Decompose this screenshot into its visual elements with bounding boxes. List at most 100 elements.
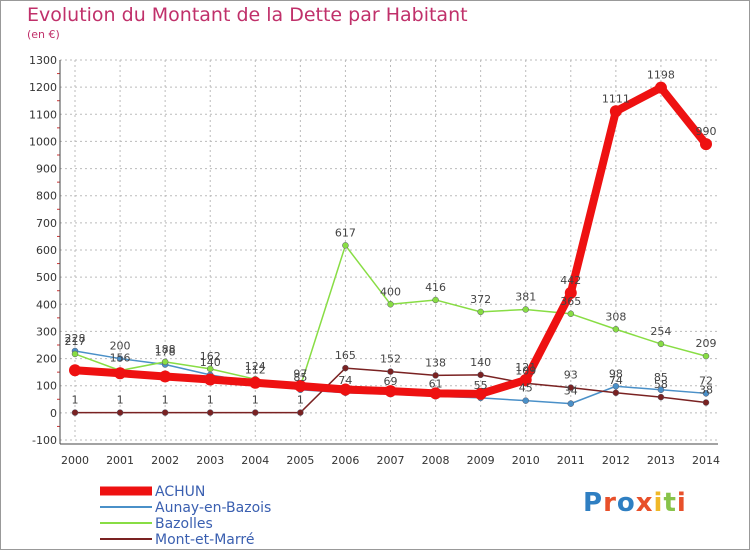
data-point bbox=[609, 105, 622, 118]
y-tick-label: -100 bbox=[32, 434, 57, 447]
data-label: 124 bbox=[245, 360, 266, 373]
data-label: 228 bbox=[65, 332, 86, 345]
data-point bbox=[612, 389, 620, 397]
data-point bbox=[161, 358, 169, 366]
logo-letter: x bbox=[635, 488, 654, 518]
chart-subtitle: (en €) bbox=[27, 28, 60, 41]
x-tick-label: 2012 bbox=[602, 454, 630, 467]
data-label: 1 bbox=[162, 394, 169, 407]
data-point bbox=[294, 379, 307, 392]
data-point bbox=[519, 374, 532, 387]
y-tick-label: 800 bbox=[36, 190, 57, 203]
y-tick-label: 200 bbox=[36, 353, 57, 366]
data-point bbox=[700, 138, 712, 151]
chart-title: Evolution du Montant de la Dette par Hab… bbox=[27, 4, 468, 26]
data-label: 1 bbox=[117, 394, 124, 407]
logo-letter: i bbox=[676, 488, 687, 518]
data-label: 617 bbox=[335, 226, 356, 239]
data-label: 72 bbox=[699, 374, 713, 387]
data-point bbox=[161, 409, 169, 416]
data-label: 400 bbox=[380, 285, 401, 298]
data-label: 121 bbox=[515, 361, 536, 374]
data-point bbox=[702, 390, 710, 397]
x-tick-label: 2013 bbox=[647, 454, 675, 467]
x-tick-label: 2014 bbox=[692, 454, 720, 467]
data-point bbox=[657, 393, 665, 401]
data-label: 209 bbox=[696, 337, 717, 350]
x-tick-label: 2008 bbox=[422, 454, 450, 467]
y-tick-label: 1200 bbox=[29, 81, 57, 94]
data-point bbox=[249, 376, 262, 389]
logo-letter: i bbox=[653, 488, 664, 518]
data-label: 365 bbox=[560, 295, 581, 308]
data-label: 34 bbox=[564, 385, 578, 398]
data-label: 1 bbox=[297, 394, 304, 407]
proxiti-logo: Proxiti bbox=[583, 488, 687, 518]
x-tick-label: 2007 bbox=[377, 454, 405, 467]
x-tick-label: 2006 bbox=[331, 454, 359, 467]
data-label: 55 bbox=[474, 379, 488, 392]
data-label: 200 bbox=[110, 340, 131, 353]
axes: -100 0 100 200 300 400 500 600 700 800 900 1000 1100… bbox=[29, 54, 720, 467]
data-point bbox=[702, 399, 710, 406]
data-point bbox=[564, 286, 577, 299]
legend-label: ACHUN bbox=[155, 484, 205, 500]
data-label: 45 bbox=[519, 382, 533, 395]
data-point bbox=[654, 81, 667, 94]
data-point bbox=[71, 350, 79, 358]
data-label: 990 bbox=[696, 125, 717, 138]
y-tick-label: 400 bbox=[36, 298, 57, 311]
data-label: 372 bbox=[470, 293, 491, 306]
x-tick-label: 2000 bbox=[61, 454, 89, 467]
y-tick-label: 1000 bbox=[29, 135, 57, 148]
data-label: 156 bbox=[110, 352, 131, 365]
data-label: 140 bbox=[470, 356, 491, 369]
data-label: 138 bbox=[425, 356, 446, 369]
data-point bbox=[432, 296, 439, 304]
data-point bbox=[71, 409, 79, 416]
data-point bbox=[206, 409, 214, 416]
data-label: 140 bbox=[200, 356, 221, 369]
data-point bbox=[567, 400, 575, 407]
data-label: 165 bbox=[335, 349, 356, 362]
data-label: 178 bbox=[155, 346, 176, 359]
legend: ACHUNAunay-en-BazoisBazollesMont-et-Marr… bbox=[100, 484, 271, 548]
data-label: 162 bbox=[200, 350, 221, 363]
data-point bbox=[342, 242, 349, 249]
data-label: 74 bbox=[609, 374, 623, 387]
logo-letter: t bbox=[663, 488, 677, 518]
data-point bbox=[474, 387, 487, 400]
data-point bbox=[612, 326, 620, 333]
legend-label: Bazolles bbox=[155, 516, 213, 532]
y-tick-label: 100 bbox=[36, 380, 57, 393]
x-tick-label: 2004 bbox=[241, 454, 269, 467]
y-tick-label: 300 bbox=[36, 325, 57, 338]
data-point bbox=[522, 397, 529, 404]
data-label: 85 bbox=[293, 371, 307, 384]
data-point bbox=[657, 386, 665, 394]
data-label: 217 bbox=[65, 335, 86, 348]
data-label: 308 bbox=[605, 310, 626, 323]
data-point bbox=[429, 387, 442, 400]
data-point bbox=[339, 383, 352, 396]
y-tick-label: 1100 bbox=[29, 108, 57, 121]
data-point bbox=[252, 409, 259, 416]
x-tick-label: 2009 bbox=[467, 454, 495, 467]
data-point bbox=[477, 371, 484, 379]
data-label: 1111 bbox=[602, 92, 630, 105]
logo-letter: r bbox=[603, 488, 617, 518]
data-label: 93 bbox=[564, 369, 578, 382]
data-point bbox=[297, 409, 304, 416]
x-tick-label: 2005 bbox=[286, 454, 314, 467]
data-label: 254 bbox=[650, 325, 671, 338]
y-tick-label: 900 bbox=[36, 163, 57, 176]
data-label: 109 bbox=[515, 364, 536, 377]
x-tick-label: 2010 bbox=[512, 454, 540, 467]
y-tick-label: 600 bbox=[36, 244, 57, 257]
y-tick-label: 0 bbox=[50, 407, 57, 420]
x-tick-label: 2003 bbox=[196, 454, 224, 467]
data-label: 152 bbox=[380, 353, 401, 366]
data-point bbox=[342, 364, 349, 372]
